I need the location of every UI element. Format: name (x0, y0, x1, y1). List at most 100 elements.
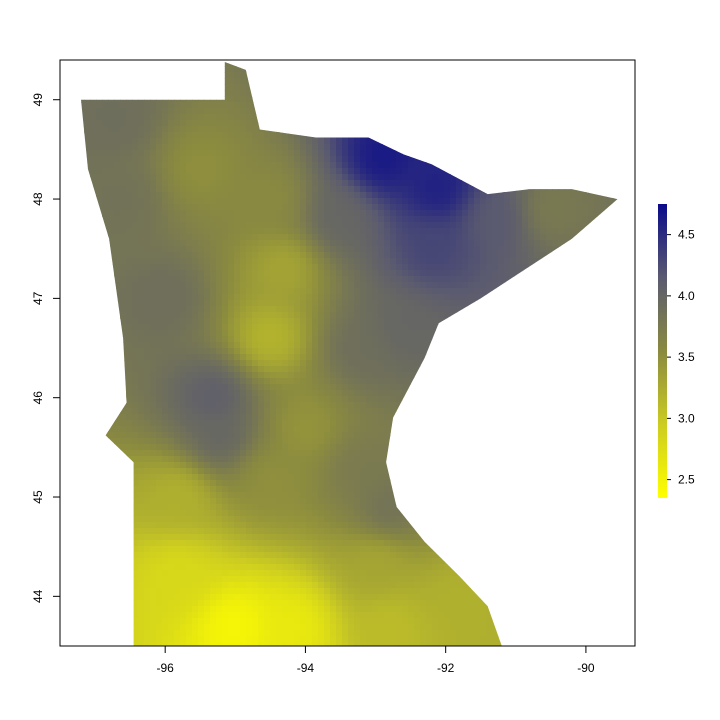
raster-cell (360, 222, 367, 229)
raster-cell (150, 246, 157, 253)
raster-cell (234, 66, 241, 73)
raster-cell (456, 192, 463, 199)
raster-cell (126, 288, 133, 295)
raster-cell (420, 252, 427, 259)
raster-cell (480, 84, 487, 91)
raster-cell (216, 180, 223, 187)
raster-cell (258, 210, 265, 217)
raster-cell (480, 318, 487, 325)
raster-cell (516, 270, 523, 277)
raster-cell (474, 102, 481, 109)
raster-cell (300, 342, 307, 349)
raster-cell (294, 72, 301, 79)
raster-cell (102, 108, 109, 115)
raster-cell (306, 62, 313, 67)
raster-cell (366, 150, 373, 157)
raster-cell (108, 132, 115, 139)
raster-cell (378, 144, 385, 151)
raster-cell (588, 228, 595, 235)
raster-cell (390, 180, 397, 187)
raster-cell (306, 330, 313, 337)
raster-cell (594, 132, 601, 139)
raster-cell (432, 342, 439, 349)
raster-cell (456, 348, 463, 355)
raster-cell (138, 210, 145, 217)
raster-cell (564, 324, 571, 331)
raster-cell (222, 228, 229, 235)
raster-cell (144, 366, 151, 373)
raster-cell (276, 336, 283, 343)
raster-cell (510, 336, 517, 343)
raster-cell (186, 294, 193, 301)
raster-cell (588, 72, 595, 79)
raster-cell (162, 150, 169, 157)
raster-cell (552, 180, 559, 187)
raster-cell (258, 312, 265, 319)
raster-cell (450, 222, 457, 229)
raster-cell (396, 336, 403, 343)
raster-cell (138, 198, 145, 205)
raster-cell (552, 294, 559, 301)
raster-cell (216, 78, 223, 85)
raster-cell (138, 114, 145, 121)
raster-cell (384, 246, 391, 253)
raster-cell (480, 366, 487, 373)
raster-cell (570, 366, 577, 373)
raster-cell (120, 120, 127, 127)
raster-cell (438, 84, 445, 91)
raster-cell (126, 234, 133, 241)
raster-cell (162, 120, 169, 127)
raster-cell (546, 144, 553, 151)
raster-cell (84, 114, 91, 121)
raster-cell (150, 66, 157, 73)
raster-cell (210, 198, 217, 205)
raster-cell (486, 114, 493, 121)
raster-cell (294, 90, 301, 97)
raster-cell (294, 126, 301, 133)
raster-cell (354, 192, 361, 199)
raster-cell (162, 78, 169, 85)
raster-cell (468, 330, 475, 337)
raster-cell (492, 162, 499, 169)
raster-cell (558, 306, 565, 313)
raster-cell (432, 366, 439, 373)
raster-cell (138, 348, 145, 355)
raster-cell (186, 354, 193, 361)
raster-cell (210, 270, 217, 277)
raster-cell (630, 96, 637, 103)
raster-cell (540, 222, 547, 229)
raster-cell (396, 234, 403, 241)
raster-cell (438, 150, 445, 157)
raster-cell (384, 240, 391, 247)
raster-cell (372, 204, 379, 211)
raster-cell (60, 210, 67, 217)
raster-cell (318, 246, 325, 253)
raster-cell (534, 62, 541, 67)
raster-cell (228, 180, 235, 187)
raster-cell (456, 258, 463, 265)
raster-cell (258, 354, 265, 361)
raster-cell (294, 102, 301, 109)
raster-cell (336, 312, 343, 319)
raster-cell (480, 108, 487, 115)
raster-cell (492, 168, 499, 175)
raster-cell (144, 108, 151, 115)
raster-cell (456, 288, 463, 295)
raster-cell (558, 258, 565, 265)
raster-cell (150, 222, 157, 229)
raster-cell (228, 102, 235, 109)
raster-cell (462, 366, 469, 373)
raster-cell (576, 204, 583, 211)
raster-cell (222, 348, 229, 355)
raster-cell (168, 354, 175, 361)
raster-cell (96, 318, 103, 325)
raster-cell (540, 192, 547, 199)
raster-cell (282, 204, 289, 211)
raster-cell (444, 96, 451, 103)
raster-cell (144, 246, 151, 253)
raster-cell (276, 168, 283, 175)
raster-cell (96, 102, 103, 109)
raster-cell (126, 204, 133, 211)
raster-cell (414, 210, 421, 217)
raster-cell (234, 96, 241, 103)
